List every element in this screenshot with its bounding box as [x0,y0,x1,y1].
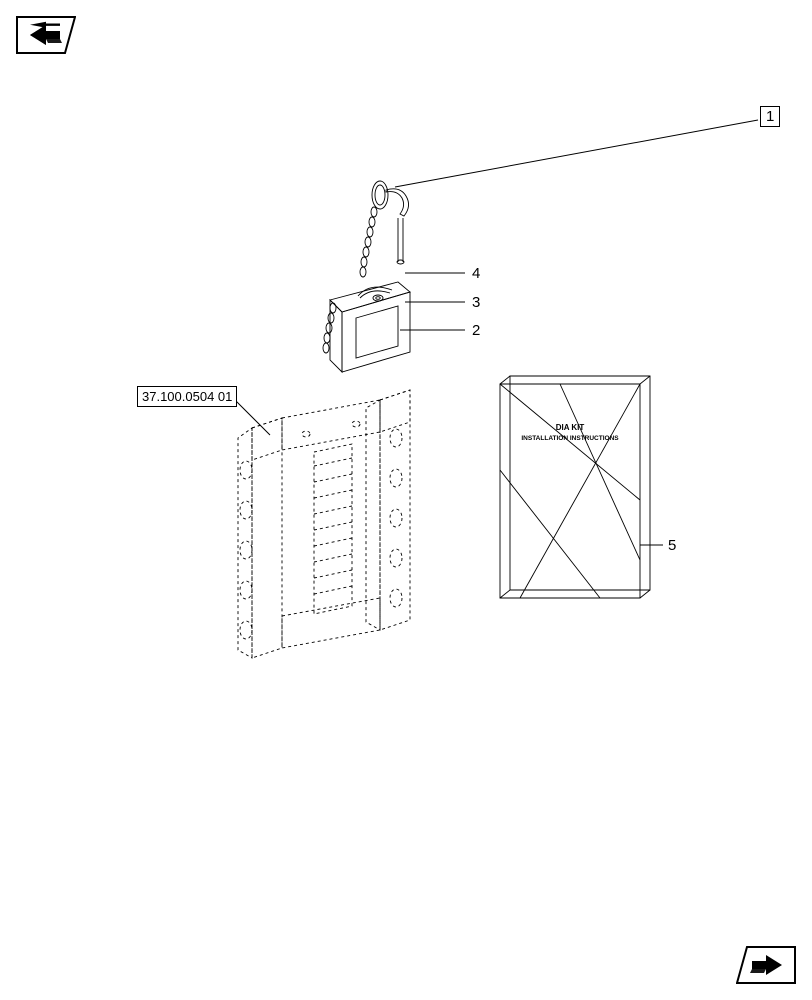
part-lynch-pin [360,181,409,277]
callout-4: 4 [472,265,480,282]
callout-3: 3 [472,294,480,311]
part-hitch-block [323,282,410,372]
ref-label: 37.100.0504 01 [137,386,237,407]
callout-5: 5 [668,537,676,554]
part-instruction-book: DIA KIT INSTALLATION INSTRUCTIONS [500,376,650,598]
callout-2: 2 [472,322,480,339]
callout-1: 1 [760,106,780,127]
part-hitch-frame [238,390,410,658]
parts-diagram: DIA KIT INSTALLATION INSTRUCTIONS [0,0,812,1000]
book-title-line2: INSTALLATION INSTRUCTIONS [521,435,619,442]
diagram-canvas: DIA KIT INSTALLATION INSTRUCTIONS 37.100… [0,0,812,1000]
book-title-line1: DIA KIT [556,423,585,432]
